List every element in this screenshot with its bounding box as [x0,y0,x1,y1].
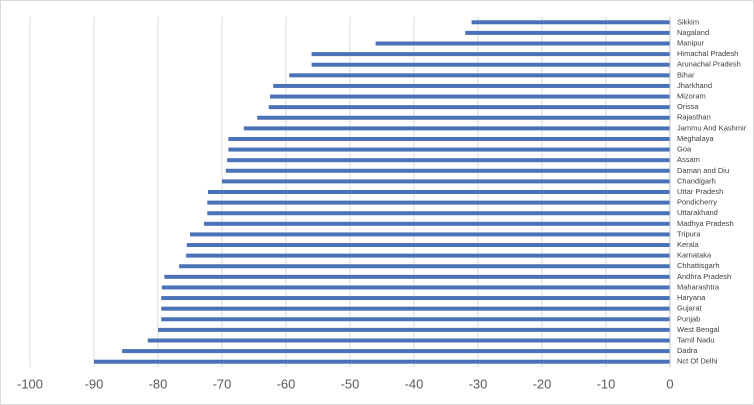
bar [179,264,670,269]
y-tick-label: Bihar [677,70,695,79]
bar [94,359,670,364]
bar [375,41,670,46]
bar [225,168,670,173]
y-tick-label: Jammu And Kashmir [677,123,747,132]
bar [161,296,670,301]
bar [190,232,670,237]
y-tick-label: Nagaland [677,28,709,37]
y-tick-label: Uttar Pradesh [677,187,723,196]
bar [471,20,670,25]
bar [186,253,670,258]
x-tick-label: -80 [149,376,168,391]
y-tick-label: Meghalaya [677,134,715,143]
bar [227,158,670,163]
bar [289,73,670,78]
bar [161,317,670,322]
y-tick-label: Mizoram [677,92,706,101]
y-tick-label: Kerala [677,240,700,249]
bar [228,136,670,141]
x-tick-label: -100 [17,376,43,391]
y-tick-label: Daman and Diu [677,166,729,175]
x-tick-label: -40 [405,376,424,391]
bar [273,83,670,88]
bar [186,243,671,248]
bar [161,306,670,311]
x-tick-label: -90 [85,376,104,391]
bar [465,30,670,35]
y-tick-label: Gujarat [677,304,703,313]
y-tick-label: Chandigarh [677,176,716,185]
x-tick-label: 0 [666,376,673,391]
bar [270,94,670,99]
y-tick-label: Orissa [677,102,699,111]
bar [122,349,670,354]
y-tick-label: Haryana [677,293,706,302]
x-tick-label: -60 [277,376,296,391]
y-tick-label: Karnataka [677,251,712,260]
y-tick-label: Maharashtra [677,282,720,291]
y-tick-label: Himachal Pradesh [677,49,738,58]
bar [222,179,670,184]
x-tick-label: -20 [533,376,552,391]
bar [207,200,670,205]
bar [257,115,670,120]
y-tick-label: Tamil Nadu [677,335,715,344]
bar [311,62,670,67]
y-tick-label: Manipur [677,38,705,47]
y-tick-label: Dadra [677,346,698,355]
bar [311,52,670,57]
y-tick-label: Sikkim [677,17,699,26]
y-tick-label: Goa [677,145,692,154]
bar [164,274,670,279]
bar [207,211,670,216]
y-tick-label: Assam [677,155,700,164]
y-tick-label: Pondicherry [677,198,717,207]
bar [268,105,670,110]
bar [147,338,670,343]
x-tick-label: -50 [341,376,360,391]
y-tick-label: Arunachal Pradesh [677,60,741,69]
x-tick-label: -70 [213,376,232,391]
bar [207,190,671,194]
bar [161,285,670,290]
bar [243,126,670,131]
x-tick-label: -30 [469,376,488,391]
y-tick-label: West Bengal [677,325,720,334]
y-tick-label: Punjab [677,314,700,323]
bar [228,147,670,152]
bar [158,327,670,332]
y-tick-label: Tripura [677,229,701,238]
y-tick-label: Andhra Pradesh [677,272,731,281]
y-tick-label: Nct Of Delhi [677,357,718,366]
x-tick-label: -10 [597,376,616,391]
y-tick-label: Jharkhand [677,81,712,90]
y-tick-label: Rajasthan [677,113,711,122]
y-tick-label: Chhattisgarh [677,261,720,270]
y-tick-label: Madhya Pradesh [677,219,734,228]
bar [204,221,670,226]
y-tick-label: Uttarakhand [677,208,718,217]
